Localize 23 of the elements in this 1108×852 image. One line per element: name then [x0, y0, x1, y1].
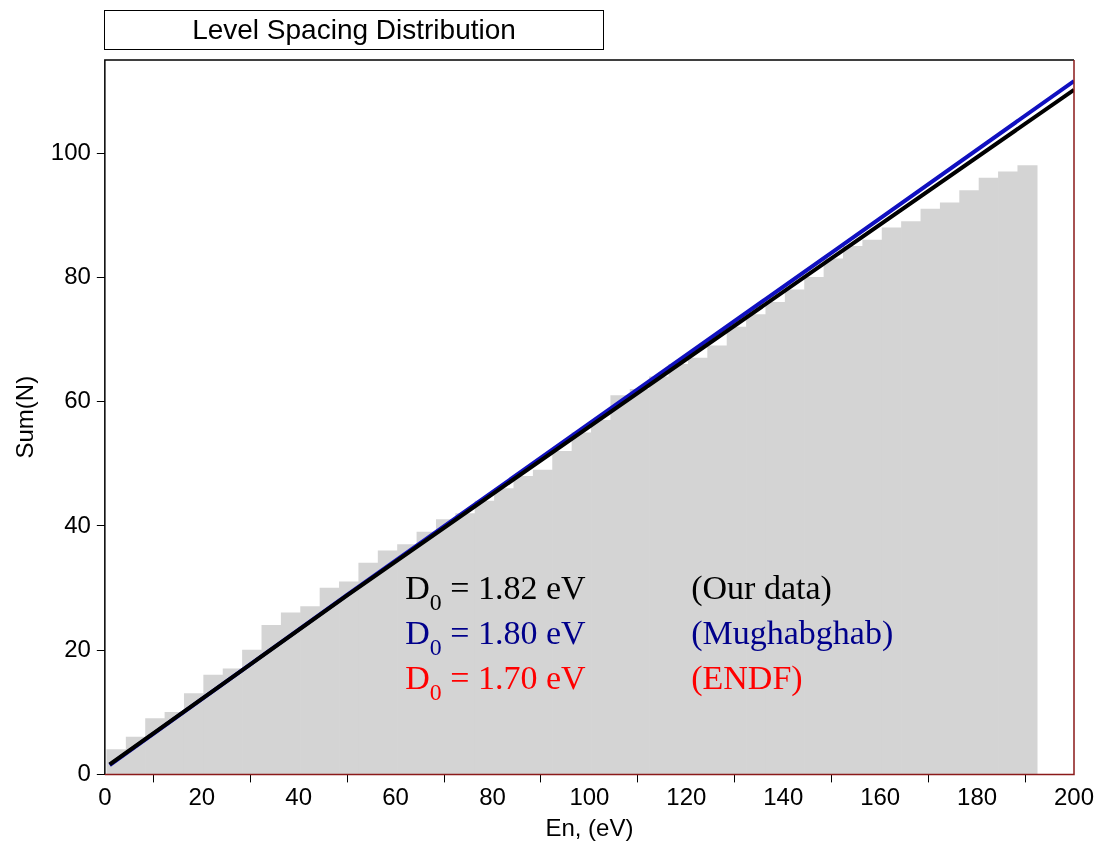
- chart-title: Level Spacing Distribution: [104, 10, 604, 50]
- x-axis-title: En, (eV): [545, 814, 634, 842]
- x-tick-label: 180: [957, 783, 998, 811]
- x-tick-label: 120: [666, 783, 707, 811]
- x-tick-label: 0: [98, 783, 112, 811]
- x-tick-label: 200: [1053, 783, 1095, 811]
- x-tick-label: 80: [479, 783, 506, 811]
- x-tick-label: 40: [285, 783, 313, 811]
- annotation: (ENDF): [691, 659, 803, 698]
- y-tick-label: 40: [64, 510, 91, 538]
- annotation: (Mughabghab): [691, 614, 894, 653]
- x-tick-label: 160: [860, 783, 901, 811]
- y-tick-label: 0: [77, 759, 91, 787]
- y-tick-label: 60: [64, 386, 91, 414]
- x-tick-label: 100: [569, 783, 610, 811]
- y-tick-label: 20: [64, 634, 91, 662]
- y-tick-label: 100: [50, 137, 91, 165]
- x-tick-label: 60: [382, 783, 409, 811]
- y-axis-title: Sum(N): [11, 375, 39, 459]
- annotation: (Our data): [691, 569, 832, 608]
- x-tick-label: 20: [188, 783, 216, 811]
- x-tick-label: 140: [763, 783, 804, 811]
- y-tick-label: 80: [64, 262, 91, 290]
